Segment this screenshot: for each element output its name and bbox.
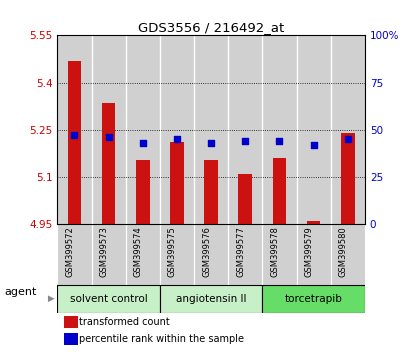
Bar: [57, 35, 91, 224]
Bar: [262, 224, 296, 285]
Bar: [204, 160, 218, 224]
Bar: [340, 133, 354, 224]
Text: GSM399579: GSM399579: [304, 226, 313, 277]
Bar: [296, 224, 330, 285]
Bar: [160, 35, 193, 224]
Text: GSM399580: GSM399580: [338, 226, 347, 277]
Bar: [228, 224, 262, 285]
Bar: [228, 35, 262, 224]
Text: GSM399578: GSM399578: [270, 226, 279, 277]
Bar: [306, 221, 320, 224]
Text: GSM399574: GSM399574: [133, 226, 142, 277]
Bar: [262, 35, 296, 224]
Point: [139, 140, 146, 146]
Bar: [126, 224, 160, 285]
Bar: [126, 35, 160, 224]
Bar: [67, 61, 81, 224]
Bar: [238, 174, 252, 224]
Text: transformed count: transformed count: [79, 317, 169, 327]
Point: [241, 138, 248, 144]
Text: torcetrapib: torcetrapib: [284, 294, 342, 304]
Bar: [101, 103, 115, 224]
Bar: [136, 160, 149, 224]
Text: GSM399573: GSM399573: [99, 226, 108, 277]
Bar: [170, 142, 183, 224]
Bar: [91, 35, 126, 224]
Bar: [330, 224, 364, 285]
Bar: [57, 285, 160, 313]
Bar: [193, 35, 228, 224]
Bar: [63, 316, 78, 328]
Bar: [272, 158, 285, 224]
Bar: [262, 285, 364, 313]
Bar: [193, 224, 228, 285]
Point: [344, 136, 350, 142]
Bar: [91, 224, 126, 285]
Text: percentile rank within the sample: percentile rank within the sample: [79, 334, 243, 344]
Bar: [160, 285, 262, 313]
Title: GDS3556 / 216492_at: GDS3556 / 216492_at: [138, 21, 283, 34]
Bar: [63, 333, 78, 345]
Text: GSM399576: GSM399576: [202, 226, 211, 277]
Text: GSM399572: GSM399572: [65, 226, 74, 277]
Point: [310, 142, 316, 148]
Text: angiotensin II: angiotensin II: [175, 294, 246, 304]
Text: GSM399575: GSM399575: [168, 226, 177, 277]
Point: [105, 135, 112, 140]
Point: [207, 140, 214, 146]
Text: GSM399577: GSM399577: [236, 226, 245, 277]
Text: agent: agent: [4, 287, 36, 297]
Text: solvent control: solvent control: [70, 294, 147, 304]
Point: [276, 138, 282, 144]
Point: [173, 136, 180, 142]
Bar: [330, 35, 364, 224]
Bar: [296, 35, 330, 224]
Bar: [160, 224, 193, 285]
Bar: [57, 224, 91, 285]
Point: [71, 133, 78, 138]
